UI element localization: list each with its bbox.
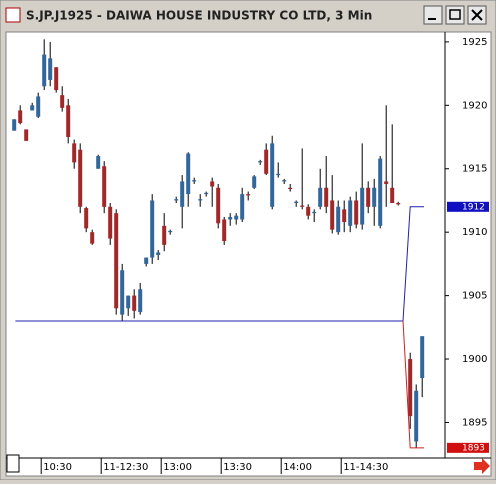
candle-body	[198, 199, 203, 201]
y-tick-label: 1910	[462, 227, 487, 238]
candle-body	[144, 257, 149, 264]
candle-body	[342, 209, 347, 223]
scroll-box[interactable]	[6, 454, 20, 473]
scroll-right-arrow[interactable]	[474, 458, 490, 474]
candle-body	[186, 153, 191, 195]
candle-body	[276, 173, 281, 176]
candle-body	[246, 194, 251, 196]
candle-body	[168, 230, 173, 233]
candle-body	[318, 187, 323, 207]
candle-body	[252, 176, 257, 188]
candle-body	[420, 336, 425, 379]
maximize-button[interactable]	[445, 5, 465, 25]
candle-body	[366, 187, 371, 207]
minimize-button[interactable]	[423, 5, 443, 25]
indicator-line	[402, 320, 424, 449]
candle-body	[42, 54, 47, 87]
candle-body	[78, 149, 83, 207]
candle-body	[18, 110, 23, 124]
candle-body	[66, 105, 71, 138]
candle-body	[120, 270, 125, 315]
candle-body	[384, 181, 389, 184]
candle-body	[234, 215, 239, 220]
candle-body	[54, 67, 59, 91]
candle-body	[150, 200, 155, 258]
candle-body	[204, 192, 209, 195]
x-tick-label: 11-14:30	[343, 462, 388, 473]
candle-body	[288, 187, 293, 190]
candle-body	[24, 129, 29, 141]
x-tick-label: 11-12:30	[103, 462, 148, 473]
y-tick-label: 1920	[462, 100, 487, 111]
y-tick-label: 1895	[462, 417, 487, 428]
app-icon	[5, 7, 21, 23]
candle-body	[180, 181, 185, 207]
candle-body	[114, 213, 119, 309]
candle-body	[222, 219, 227, 242]
candle-body	[228, 216, 233, 220]
candle-body	[192, 180, 197, 182]
candle-body	[174, 199, 179, 201]
candle-body	[336, 206, 341, 233]
candle-body	[102, 166, 107, 207]
candle-body	[132, 295, 137, 311]
candle-body	[84, 208, 89, 229]
candle-body	[282, 180, 287, 182]
candle-body	[48, 58, 53, 80]
candle-body	[378, 158, 383, 226]
candle-body	[96, 156, 101, 169]
x-tick-label: 13:30	[223, 462, 252, 473]
candle-body	[312, 211, 317, 214]
price-marker	[447, 442, 489, 453]
candle-body	[408, 359, 413, 417]
x-tick-label: 14:00	[283, 462, 312, 473]
candle-body	[264, 149, 269, 174]
y-tick-label: 1905	[462, 291, 487, 302]
candle-body	[162, 225, 167, 245]
candle-body	[396, 203, 401, 205]
chart-area	[5, 31, 492, 477]
price-marker-label: 1912	[462, 202, 485, 212]
candle-body	[360, 187, 365, 225]
candle-body	[270, 143, 275, 207]
x-tick-label: 13:00	[163, 462, 192, 473]
candle-body	[126, 295, 131, 309]
candle-body	[210, 181, 215, 187]
candle-body	[324, 187, 329, 207]
candle-body	[372, 187, 377, 207]
candle-body	[12, 119, 17, 131]
candle-body	[354, 200, 359, 225]
candle-body	[414, 390, 419, 442]
candle-body	[90, 232, 95, 244]
indicator-line	[15, 206, 424, 322]
candle-body	[216, 187, 221, 224]
candle-body	[36, 96, 41, 117]
candle-body	[258, 161, 263, 163]
window-title: S.JP.J1925 - DAIWA HOUSE INDUSTRY CO LTD…	[26, 9, 372, 23]
candle-body	[240, 194, 245, 220]
candle-body	[138, 289, 143, 313]
candle-body	[108, 206, 113, 239]
candle-body	[306, 206, 311, 216]
candle-body	[60, 95, 65, 108]
candle-body	[390, 187, 395, 203]
close-button[interactable]	[467, 5, 487, 25]
y-tick-label: 1925	[462, 37, 487, 48]
candle-body	[294, 201, 299, 203]
candle-body	[156, 252, 161, 256]
candle-body	[72, 143, 77, 163]
y-tick-label: 1900	[462, 354, 487, 365]
x-tick-label: 10:30	[43, 462, 72, 473]
candle-body	[30, 105, 35, 111]
price-marker	[447, 201, 489, 212]
candle-body	[330, 200, 335, 230]
candle-body	[348, 200, 353, 226]
y-tick-label: 1915	[462, 164, 487, 175]
price-marker-label: 1893	[462, 443, 485, 453]
candle-body	[300, 205, 305, 207]
